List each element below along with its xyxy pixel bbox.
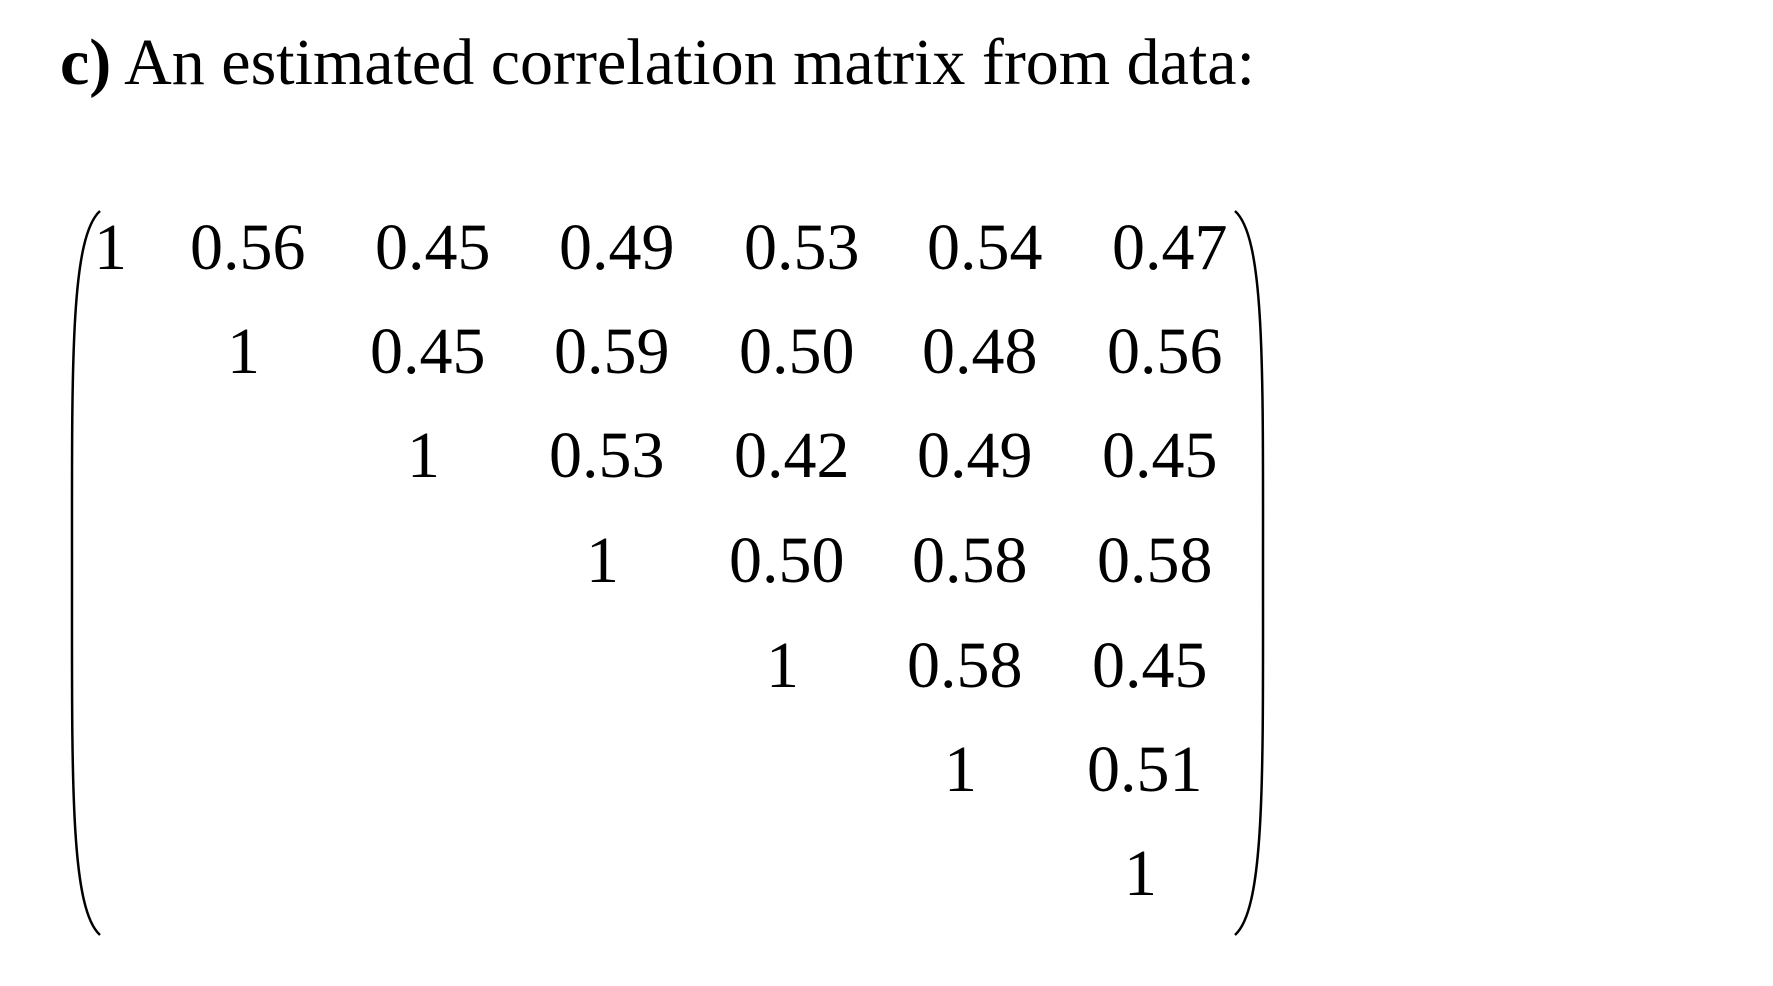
matrix-cell: 0.45	[1102, 419, 1218, 492]
matrix-cell: 0.56	[1107, 315, 1223, 388]
matrix-cell: 1	[407, 419, 440, 492]
matrix-cell: 0.51	[1087, 733, 1203, 806]
matrix-cell: 0.58	[912, 524, 1028, 597]
question-text: An estimated correlation matrix from dat…	[124, 26, 1255, 99]
matrix-cell: 1	[586, 524, 619, 597]
matrix-cell: 0.48	[922, 315, 1038, 388]
matrix-cell: 0.49	[559, 211, 675, 284]
matrix-cell: 0.45	[370, 315, 486, 388]
matrix-cell: 0.56	[190, 211, 306, 284]
matrix-cell: 1	[94, 211, 127, 284]
matrix-cell: 0.58	[1097, 524, 1213, 597]
matrix-cell: 0.54	[927, 211, 1043, 284]
matrix-cell: 1	[944, 733, 977, 806]
question-heading: c) An estimated correlation matrix from …	[60, 18, 1255, 108]
matrix-cell: 0.50	[739, 315, 855, 388]
matrix-cell: 1	[766, 629, 799, 702]
question-label: c)	[60, 26, 112, 99]
matrix-cell: 0.45	[375, 211, 491, 284]
matrix-cell: 0.45	[1092, 629, 1208, 702]
matrix-cell: 0.53	[549, 419, 665, 492]
matrix-cell: 0.47	[1112, 211, 1228, 284]
matrix-cell: 1	[1124, 837, 1157, 910]
matrix-cell: 0.53	[744, 211, 860, 284]
matrix-cell: 0.49	[917, 419, 1033, 492]
matrix-cell: 0.42	[734, 419, 850, 492]
matrix-cell: 0.58	[907, 629, 1023, 702]
matrix-cell: 0.59	[554, 315, 670, 388]
left-parenthesis	[70, 210, 101, 936]
matrix-cell: 1	[227, 315, 260, 388]
right-parenthesis	[1234, 210, 1265, 936]
matrix-cell: 0.50	[729, 524, 845, 597]
